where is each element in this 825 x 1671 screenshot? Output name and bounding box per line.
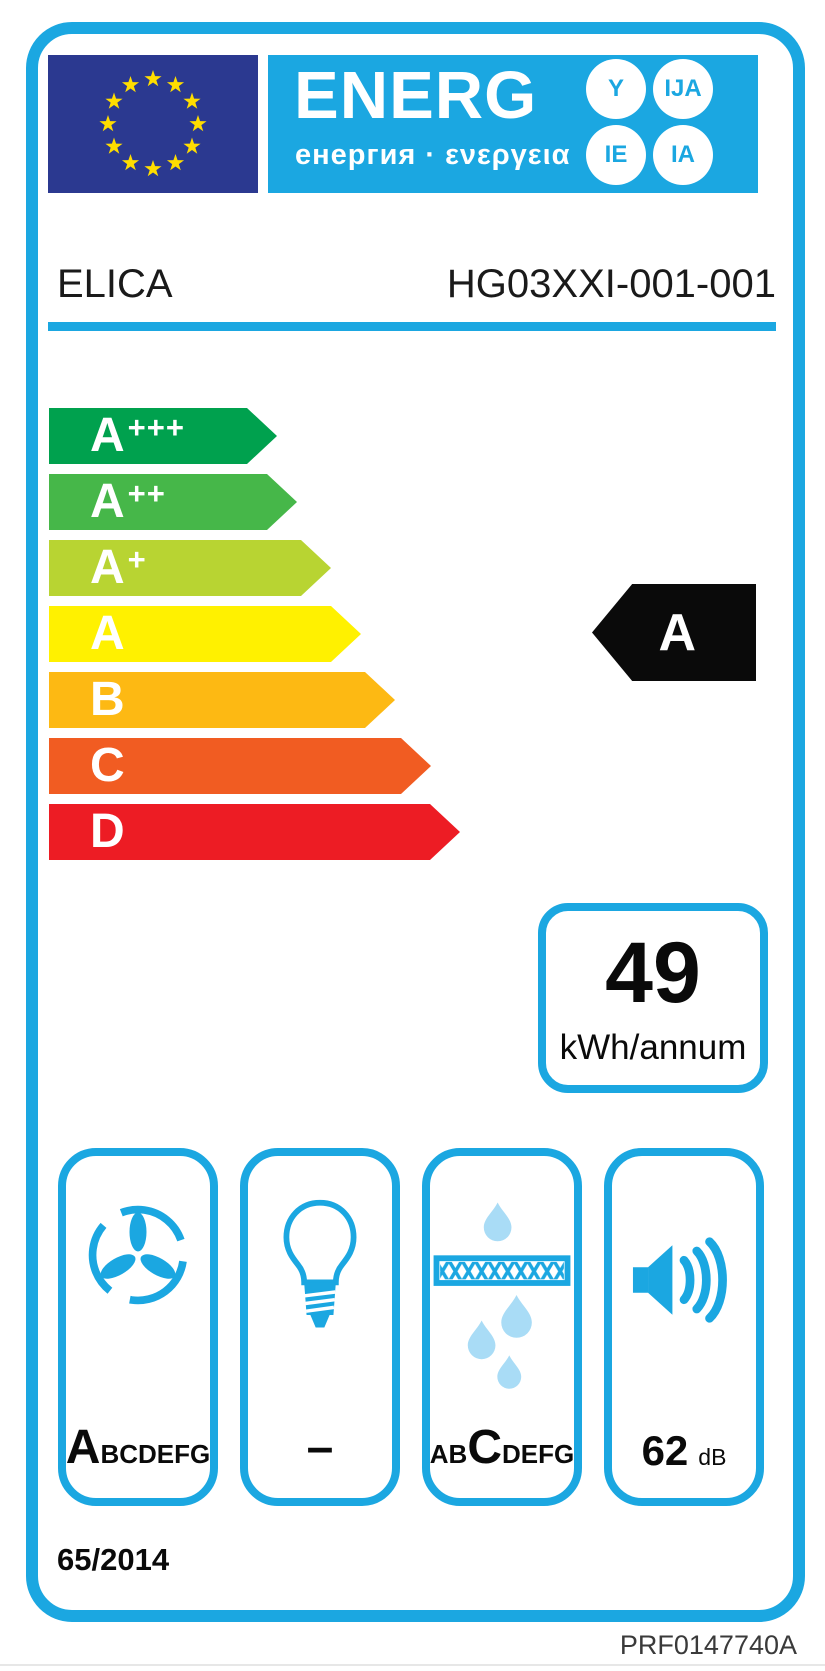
rating-letter: A: [90, 475, 125, 528]
rating-letter: A: [90, 409, 125, 462]
energ-logo-subtext: енергия · ενεργεια: [295, 139, 571, 171]
speaker-icon: [632, 1237, 727, 1323]
suffix-circle-ija: IJA: [653, 59, 713, 119]
rating-letter: B: [90, 673, 125, 726]
energy-class-scale: A +++ A ++ A + A B C D: [49, 408, 460, 860]
fan-efficiency-class: A BCDEFG: [66, 1424, 210, 1472]
eu-flag-icon: [48, 55, 258, 193]
rating-letter: A: [90, 607, 125, 660]
fan-icon: [88, 1205, 188, 1305]
fan-efficiency-box: A BCDEFG: [58, 1148, 218, 1506]
lighting-dash: –: [306, 1421, 334, 1474]
rating-letter: C: [90, 739, 125, 792]
grease-class-after: DEFG: [502, 1439, 575, 1469]
grease-filtering-box: AB C DEFG: [422, 1148, 582, 1506]
grease-class-grade: C: [467, 1421, 502, 1474]
rating-arrow-a: A: [49, 606, 361, 662]
grease-filtering-class: AB C DEFG: [430, 1424, 574, 1472]
header-divider: [48, 322, 776, 331]
noise-value: 62: [641, 1427, 689, 1474]
noise-level: 62 dB: [612, 1430, 756, 1472]
rating-letter: D: [90, 805, 125, 858]
energy-consumption-value: 49: [605, 925, 701, 1021]
suffix-circle-ie: IE: [586, 125, 646, 185]
rating-suffix: +++: [127, 409, 185, 445]
rating-arrow-b: B: [49, 672, 395, 728]
fan-class-grade: A: [65, 1421, 101, 1474]
energy-consumption-box: 49 kWh/annum: [538, 903, 768, 1093]
selected-class-arrow: A: [592, 584, 756, 681]
suffix-circle-ia: IA: [653, 125, 713, 185]
rating-letter: A: [90, 541, 125, 594]
rating-arrow-a+++: A +++: [49, 408, 277, 464]
regulation-number: 65/2014: [57, 1542, 170, 1577]
rating-arrow-a+: A +: [49, 540, 331, 596]
bottom-hairline: [0, 1664, 825, 1666]
rating-arrow-d: D: [49, 804, 460, 860]
grease-class-before: AB: [429, 1439, 468, 1469]
energ-logo-text: ENERG: [294, 58, 538, 133]
fan-class-scale: BCDEFG: [100, 1439, 211, 1469]
suffix-circle-y: Y: [586, 59, 646, 119]
rating-suffix: ++: [127, 475, 166, 511]
energ-banner: ENERG енергия · ενεργεια Y IJA IE IA: [268, 55, 758, 193]
lighting-efficiency-box: –: [240, 1148, 400, 1506]
noise-box: 62 dB: [604, 1148, 764, 1506]
lighting-efficiency-value: –: [248, 1424, 392, 1472]
rating-arrow-c: C: [49, 738, 431, 794]
grease-filter-icon: [433, 1202, 571, 1389]
brand-name: ELICA: [57, 262, 173, 306]
selected-class-letter: A: [658, 603, 697, 662]
light-bulb-icon: [283, 1199, 357, 1328]
energy-consumption-unit: kWh/annum: [559, 1028, 747, 1067]
document-code: PRF0147740A: [619, 1630, 797, 1660]
model-number: HG03XXI-001-001: [446, 262, 776, 306]
rating-suffix: +: [127, 541, 147, 577]
rating-arrow-a++: A ++: [49, 474, 297, 530]
noise-unit: dB: [698, 1444, 727, 1470]
